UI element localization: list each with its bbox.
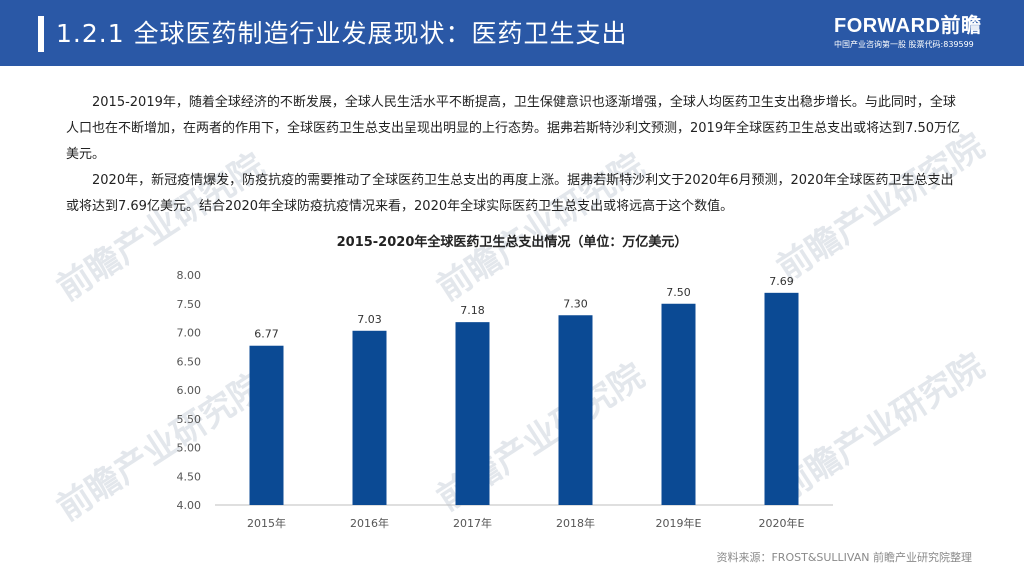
- y-tick-label: 7.00: [177, 327, 202, 340]
- bar: [352, 330, 387, 505]
- data-label: 7.30: [563, 297, 588, 310]
- y-tick-label: 5.00: [177, 442, 202, 455]
- header-bar: 1.2.1 全球医药制造行业发展现状：医药卫生支出 FORWARD前瞻 中国产业…: [0, 0, 1024, 66]
- x-tick-label: 2016年: [350, 516, 389, 530]
- source-note: 资料来源：FROST&SULLIVAN 前瞻产业研究院整理: [716, 551, 972, 564]
- company-logo: FORWARD前瞻 中国产业咨询第一股 股票代码:839599: [834, 15, 994, 51]
- chart-title: 2015-2020年全球医药卫生总支出情况（单位：万亿美元）: [336, 235, 688, 250]
- y-tick-label: 4.00: [177, 499, 202, 512]
- bar: [661, 303, 696, 505]
- data-label: 7.50: [666, 286, 691, 299]
- bar: [455, 322, 490, 505]
- data-label: 7.18: [460, 304, 485, 317]
- logo-wordmark: FORWARD前瞻: [834, 15, 982, 37]
- x-tick-label: 2018年: [556, 516, 595, 530]
- x-tick-label: 2019年E: [656, 516, 702, 530]
- y-tick-label: 5.50: [177, 413, 202, 426]
- logo-tagline: 中国产业咨询第一股 股票代码:839599: [834, 40, 974, 49]
- paragraph: 2015-2019年，随着全球经济的不断发展，全球人民生活水平不断提高，卫生保健…: [66, 95, 961, 162]
- x-tick-label: 2015年: [247, 516, 286, 530]
- y-tick-label: 4.50: [177, 470, 202, 483]
- data-label: 7.03: [357, 313, 382, 326]
- paragraph: 2020年，新冠疫情爆发，防疫抗疫的需要推动了全球医药卫生总支出的再度上涨。据弗…: [66, 173, 954, 214]
- bar: [764, 292, 799, 505]
- data-label: 7.69: [769, 275, 794, 288]
- data-label: 6.77: [254, 328, 279, 341]
- bar: [558, 315, 593, 505]
- bar: [249, 345, 284, 505]
- body-text: 2015-2019年，随着全球经济的不断发展，全球人民生活水平不断提高，卫生保健…: [66, 90, 966, 220]
- title-accent-bar: [38, 16, 44, 52]
- y-tick-label: 7.50: [177, 298, 202, 311]
- y-tick-label: 6.50: [177, 355, 202, 368]
- x-tick-label: 2017年: [453, 516, 492, 530]
- y-tick-label: 6.00: [177, 384, 202, 397]
- x-tick-label: 2020年E: [759, 516, 805, 530]
- y-tick-label: 8.00: [177, 269, 202, 282]
- page-title: 1.2.1 全球医药制造行业发展现状：医药卫生支出: [56, 19, 628, 48]
